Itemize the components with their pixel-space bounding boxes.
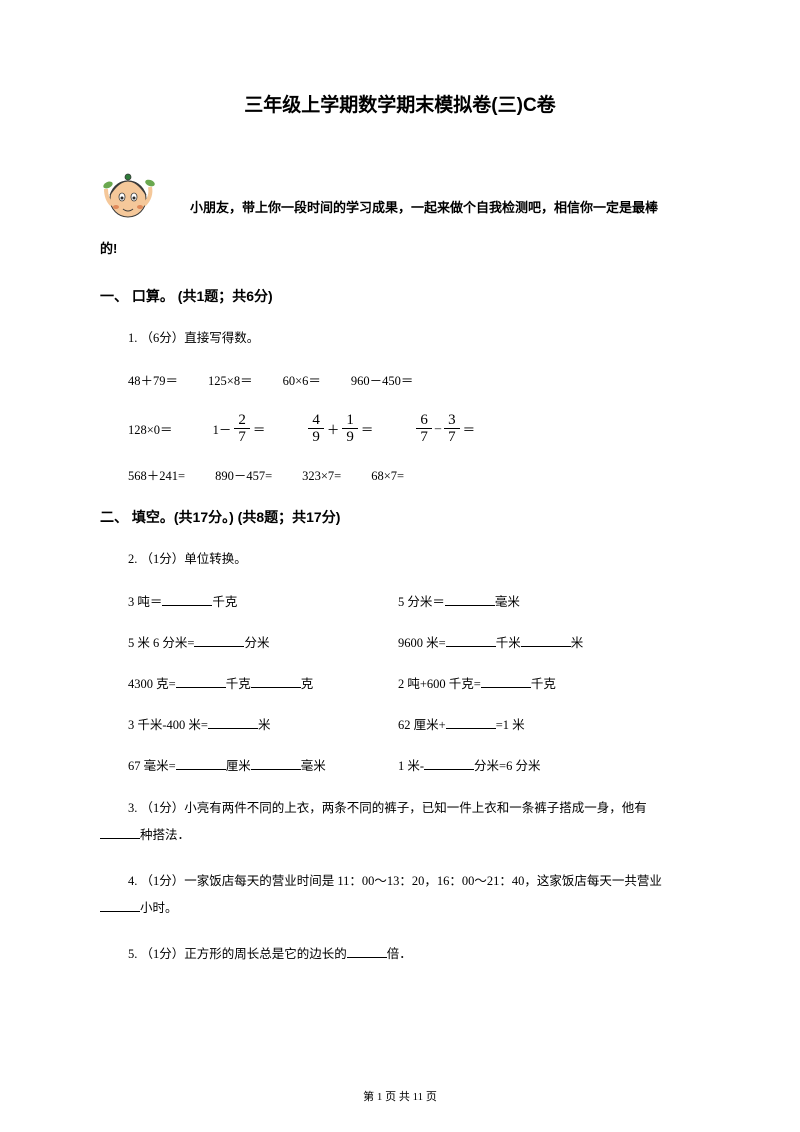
intro-text-tail: 的! [100,235,700,264]
blank [446,635,496,647]
txt: 2 吨+600 千克= [398,677,481,691]
txt: 62 厘米+ [398,718,446,732]
txt: 5 分米＝ [398,595,445,609]
expr: 48＋79＝ [128,369,178,394]
txt: =1 米 [496,718,525,732]
txt: 千米 [496,636,521,650]
blank [100,827,140,839]
expr: 128×0＝ [128,419,173,438]
txt: 3. （1分）小亮有两件不同的上衣，两条不同的裤子，已知一件上衣和一条裤子搭成一… [128,801,647,815]
blank [100,900,140,912]
den: 9 [308,429,324,446]
section-1-header: 一、 口算。 (共1题；共6分) [100,286,700,306]
txt: 3 千米-400 米= [128,718,208,732]
blank [347,946,387,958]
txt: 倍． [387,947,412,961]
q1-row1: 48＋79＝ 125×8＝ 60×6＝ 960－450＝ [128,369,700,394]
intro-text-lead: 小朋友，带上你一段时间的学习成果，一起来做个自我检测吧，相信你一定是最棒 [190,194,700,227]
expr: 49 ＋ 19 ＝ [305,412,373,446]
expr: 568＋241= [128,464,185,489]
txt: ＝ [253,419,266,438]
num: 3 [444,412,460,430]
txt: 4300 克= [128,677,176,691]
den: 7 [234,429,250,446]
txt: 67 毫米= [128,759,176,773]
q1-label: 1. （6分）直接写得数。 [128,326,700,351]
expr: 890－457= [215,464,272,489]
blank [481,676,531,688]
expr: 1－ 27 ＝ [213,412,266,446]
txt: ＋ [327,419,340,438]
txt: 千克 [226,677,251,691]
expr: 125×8＝ [208,369,253,394]
blank [521,635,571,647]
fraction: 27 [234,412,250,446]
q3: 3. （1分）小亮有两件不同的上衣，两条不同的裤子，已知一件上衣和一条裤子搭成一… [100,795,700,850]
blank [176,758,226,770]
fraction: 37 [444,412,460,446]
mascot-icon [100,157,160,227]
page-footer: 第 1 页 共 11 页 [0,1088,800,1104]
blank [162,594,212,606]
blank [424,758,474,770]
unit-row-1: 3 吨＝ 千克 5 分米＝ 毫米 [128,590,700,615]
intro-row: 小朋友，带上你一段时间的学习成果，一起来做个自我检测吧，相信你一定是最棒 [100,157,700,227]
num: 4 [308,412,324,430]
unit-row-5: 67 毫米= 厘米 毫米 1 米- 分米=6 分米 [128,754,700,779]
txt: 9600 米= [398,636,446,650]
section-2-header: 二、 填空。(共17分。) (共8题；共17分) [100,507,700,527]
txt: 千克 [212,595,237,609]
expr: 67 – 37 ＝ [413,412,475,446]
q2-label: 2. （1分）单位转换。 [128,547,700,572]
txt: 1 米- [398,759,424,773]
txt: 克 [301,677,314,691]
blank [251,758,301,770]
fraction: 49 [308,412,324,446]
page-title: 三年级上学期数学期末模拟卷(三)C卷 [100,90,700,117]
blank [446,717,496,729]
txt: ＝ [361,419,374,438]
num: 6 [416,412,432,430]
txt: 1－ [213,419,232,438]
txt: 小时。 [140,901,178,915]
q1-row3: 568＋241= 890－457= 323×7= 68×7= [128,464,700,489]
blank [251,676,301,688]
unit-row-4: 3 千米-400 米= 米 62 厘米+ =1 米 [128,713,700,738]
num: 1 [342,412,358,430]
den: 7 [416,429,432,446]
txt: 4. （1分）一家饭店每天的营业时间是 11：00～13：20，16：00～21… [128,874,662,888]
expr: 960－450＝ [351,369,414,394]
txt: 5 米 6 分米= [128,636,194,650]
blank [208,717,258,729]
txt: 厘米 [226,759,251,773]
den: 7 [444,429,460,446]
txt: 3 吨＝ [128,595,162,609]
txt: 米 [571,636,584,650]
q1-row2: 128×0＝ 1－ 27 ＝ 49 ＋ 19 ＝ 67 – 37 ＝ [128,412,700,446]
expr: 323×7= [302,464,341,489]
blank [194,635,244,647]
txt: 分米=6 分米 [474,759,540,773]
blank [445,594,495,606]
den: 9 [342,429,358,446]
q4: 4. （1分）一家饭店每天的营业时间是 11：00～13：20，16：00～21… [100,868,700,923]
txt: – [435,421,441,436]
txt: 5. （1分）正方形的周长总是它的边长的 [128,947,347,961]
unit-row-2: 5 米 6 分米= 分米 9600 米= 千米 米 [128,631,700,656]
q5: 5. （1分）正方形的周长总是它的边长的 倍． [128,941,700,969]
expr: 60×6＝ [283,369,321,394]
txt: 千克 [531,677,556,691]
num: 2 [234,412,250,430]
txt: ＝ [463,419,476,438]
txt: 分米 [244,636,269,650]
txt: 米 [258,718,271,732]
txt: 种搭法． [140,828,190,842]
txt: 毫米 [301,759,326,773]
unit-row-3: 4300 克= 千克 克 2 吨+600 千克= 千克 [128,672,700,697]
blank [176,676,226,688]
txt: 毫米 [495,595,520,609]
expr: 68×7= [371,464,404,489]
fraction: 19 [342,412,358,446]
fraction: 67 [416,412,432,446]
